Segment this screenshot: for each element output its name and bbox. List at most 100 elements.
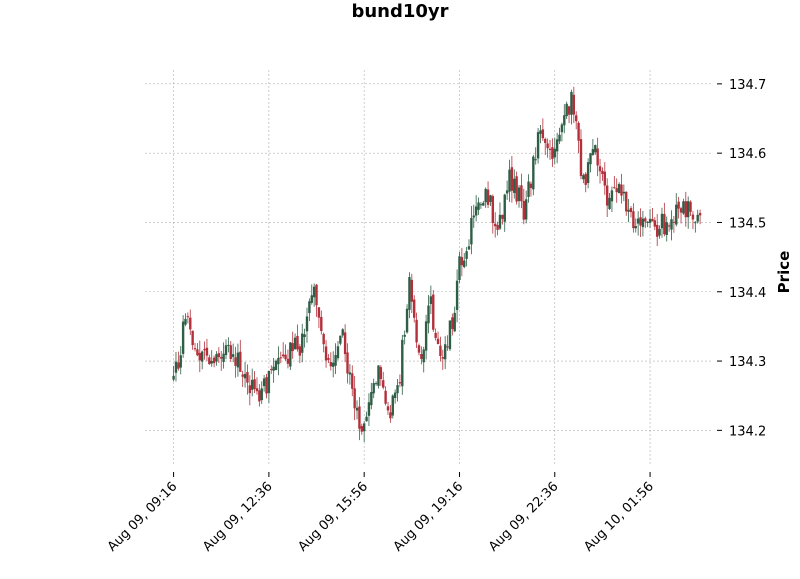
candle-body [508, 169, 511, 192]
candle-body [625, 191, 628, 212]
candle-body [558, 134, 561, 142]
candle-body [420, 354, 423, 359]
candle-body [408, 277, 411, 310]
candle-body [691, 214, 695, 220]
candle-body [551, 147, 554, 159]
candle-body [667, 225, 671, 227]
candle-body [308, 301, 311, 314]
candle-body [401, 339, 404, 387]
candle-body [646, 221, 649, 223]
candle-body [589, 153, 592, 165]
candle-body [174, 361, 178, 373]
candle-body [541, 129, 545, 139]
candle-body [274, 360, 278, 371]
candle-body [601, 170, 604, 175]
candle-body [591, 149, 595, 155]
candle-body [293, 337, 297, 350]
candle-body [262, 378, 266, 387]
candle-body [439, 345, 442, 356]
candle-body [548, 148, 552, 151]
candle-body [217, 353, 221, 358]
candle-body [634, 226, 637, 229]
candle-body [315, 284, 318, 306]
candle-body [241, 374, 244, 377]
candle-body [196, 349, 199, 356]
candle-body [301, 333, 304, 353]
candle-body [220, 356, 223, 359]
candle-body [629, 208, 633, 213]
candle-body [584, 173, 587, 185]
candle-body [203, 348, 206, 351]
x-tick-label: Aug 09, 09:16 [105, 479, 181, 555]
candle-body [410, 279, 414, 302]
candle-body [248, 385, 252, 394]
candle-body [460, 256, 464, 266]
candle-body [253, 379, 256, 390]
candle-body [527, 181, 530, 198]
candle-body [434, 332, 437, 339]
candle-body [513, 178, 516, 193]
candle-body [575, 115, 578, 122]
candle-body [189, 317, 192, 330]
candle-body [544, 138, 547, 144]
candle-body [360, 426, 363, 432]
chart-title: bund10yr [351, 1, 448, 22]
candle-body [339, 335, 342, 344]
candle-body [517, 187, 521, 202]
candle-body [298, 346, 302, 356]
candle-body [405, 308, 409, 333]
candle-body [451, 317, 454, 329]
candle-body [663, 213, 666, 235]
candle-body [665, 222, 668, 235]
candle-body [486, 189, 490, 205]
candle-body [536, 132, 540, 159]
candle-body [322, 333, 325, 345]
candle-body [413, 299, 416, 318]
candle-body [379, 367, 383, 380]
candle-body [255, 388, 259, 392]
candle-body [312, 286, 316, 298]
candle-body [515, 176, 518, 202]
candle-body [355, 407, 359, 411]
y-tick-label: 134.3 [729, 355, 766, 370]
candle-body [191, 330, 194, 346]
candle-body [243, 373, 247, 379]
candle-body [524, 199, 528, 220]
candle-body [200, 351, 204, 362]
candle-body [205, 347, 209, 356]
candle-body [329, 361, 333, 367]
candle-body [458, 256, 461, 281]
candle-body [694, 222, 697, 224]
candle-body [474, 206, 478, 216]
candle-body [224, 345, 228, 356]
candle-body [320, 316, 323, 331]
candle-body [613, 187, 616, 189]
x-tick-label: Aug 09, 19:16 [391, 479, 467, 555]
candle-body [365, 416, 368, 422]
candle-body [463, 260, 466, 268]
y-tick-label: 134.2 [729, 424, 766, 439]
candle-body [472, 215, 475, 218]
candle-body [303, 334, 306, 337]
candle-body [351, 373, 354, 389]
candle-body [679, 208, 683, 213]
candle-body [270, 369, 273, 371]
x-tick-label: Aug 09, 12:36 [200, 479, 276, 555]
candle-body [484, 188, 487, 203]
candle-body [422, 349, 425, 363]
candle-body [436, 338, 440, 345]
candle-body [586, 162, 590, 184]
x-tick-label: Aug 09, 15:56 [295, 479, 371, 555]
candle-body [324, 346, 328, 361]
candle-body [231, 354, 235, 357]
candle-body [682, 201, 685, 214]
candle-body [179, 355, 182, 368]
candle-body [396, 385, 399, 394]
candle-body [651, 218, 654, 222]
candle-body [177, 362, 180, 369]
candle-body [641, 218, 645, 228]
candle-body [553, 148, 556, 158]
candle-body [684, 201, 687, 218]
candle-body [453, 312, 456, 332]
